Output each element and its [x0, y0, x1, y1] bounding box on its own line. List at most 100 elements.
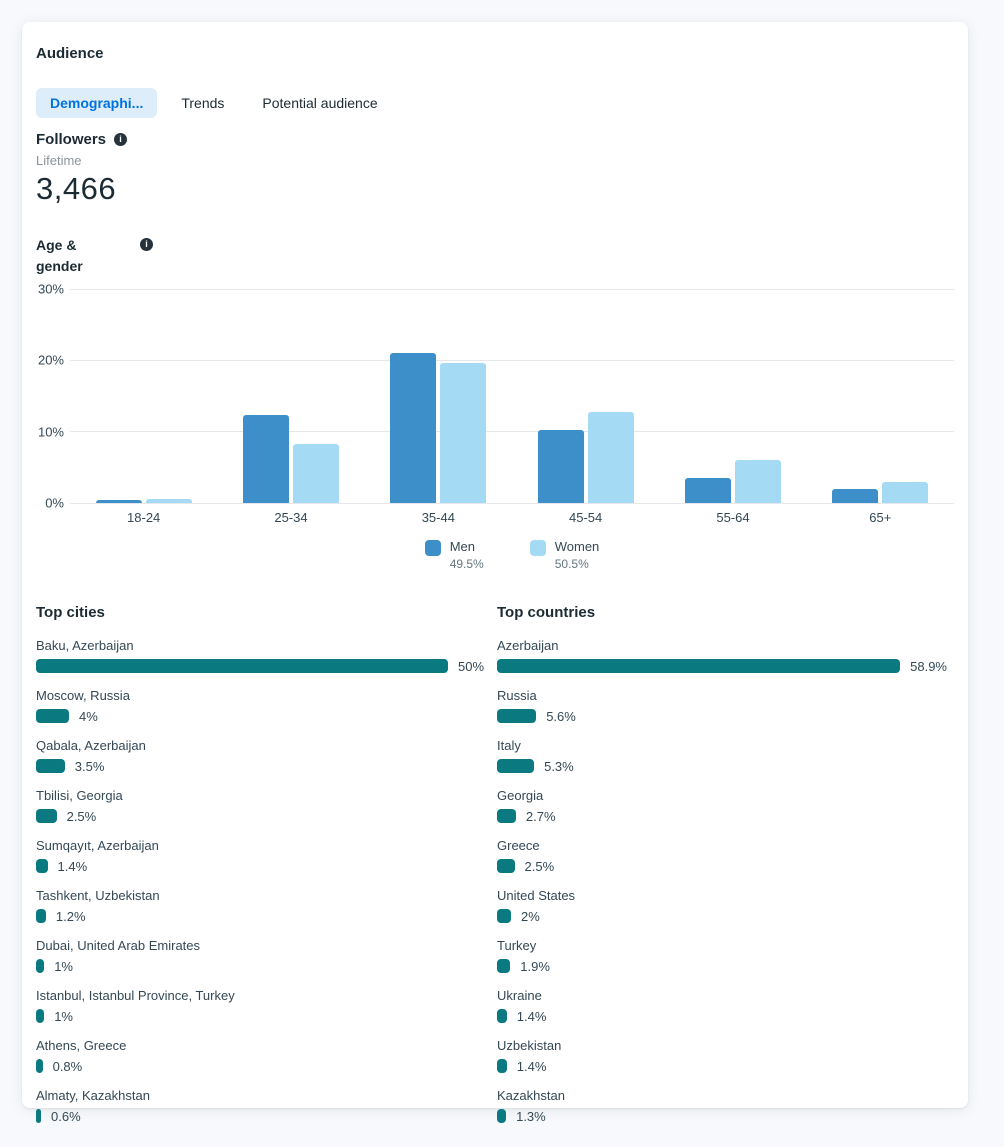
- city-bar-row: 0.8%: [36, 1058, 486, 1074]
- legend-text: Women 50.5%: [555, 539, 600, 571]
- city-bar-row: 0.6%: [36, 1109, 486, 1124]
- city-row: Tashkent, Uzbekistan 1.2%: [36, 888, 486, 924]
- country-row: United States 2%: [497, 888, 947, 924]
- city-label: Istanbul, Istanbul Province, Turkey: [36, 988, 235, 1003]
- legend-text: Men 49.5%: [450, 539, 484, 571]
- country-label: United States: [497, 888, 576, 903]
- top-countries-title: Top countries: [497, 604, 596, 621]
- page-title: Audience: [36, 45, 104, 62]
- tab-trends[interactable]: Trends: [181, 95, 225, 111]
- x-axis: 18-24 25-34 35-44 45-54 55-64 65+: [70, 510, 954, 525]
- country-value: 2%: [521, 908, 540, 924]
- info-icon[interactable]: i: [114, 133, 128, 146]
- country-bar: [497, 859, 515, 873]
- x-tick-label-65+: 65+: [869, 510, 892, 525]
- info-icon[interactable]: i: [140, 238, 153, 251]
- age-gender-section: Age & gender i 30% 20% 10% 0% 18-24 25-34 35-…: [36, 235, 954, 571]
- city-bar-row: 3.5%: [36, 759, 486, 774]
- city-bar-row: 4%: [36, 709, 486, 724]
- country-row: Greece 2.5%: [497, 838, 947, 874]
- bar-men-45-54[interactable]: [537, 430, 584, 503]
- city-value: 1%: [54, 958, 73, 974]
- bar-women-18-24[interactable]: [145, 499, 192, 503]
- country-bar: [497, 759, 535, 773]
- bar-men-55-64[interactable]: [684, 478, 731, 503]
- legend-item-men[interactable]: Men 49.5%: [424, 539, 484, 571]
- age-gender-title: Age & gender: [36, 237, 83, 274]
- country-label: Russia: [497, 688, 537, 703]
- country-row: Uzbekistan 1.4%: [497, 1038, 947, 1074]
- city-row: Sumqayıt, Azerbaijan 1.4%: [36, 838, 486, 874]
- country-bar-row: 5.6%: [497, 709, 947, 724]
- tab-potential-audience[interactable]: Potential audience: [262, 95, 378, 111]
- city-value: 1%: [54, 1008, 73, 1024]
- country-bar-row: 1.4%: [497, 1058, 947, 1074]
- bar-women-65+[interactable]: [882, 481, 929, 503]
- age-gender-chart: 30% 20% 10% 0%: [36, 282, 954, 511]
- country-label: Kazakhstan: [497, 1088, 565, 1103]
- country-bar: [497, 1059, 507, 1073]
- y-tick-label: 10%: [37, 424, 64, 440]
- chart-legend: Men 49.5% Women 50.5%: [70, 539, 954, 571]
- country-bar: [497, 659, 901, 673]
- country-bar: [497, 1109, 507, 1123]
- legend-item-women[interactable]: Women 50.5%: [529, 539, 600, 571]
- gridline: [70, 502, 954, 504]
- city-row: Tbilisi, Georgia 2.5%: [36, 788, 486, 824]
- country-label: Turkey: [497, 938, 537, 953]
- legend-value: 49.5%: [449, 557, 484, 571]
- country-label: Italy: [497, 738, 521, 753]
- y-axis: 30% 20% 10% 0%: [36, 282, 70, 511]
- women-legend-swatch: [529, 540, 546, 556]
- country-row: Russia 5.6%: [497, 688, 947, 724]
- city-row: Athens, Greece 0.8%: [36, 1038, 486, 1074]
- city-bar: [36, 1109, 41, 1123]
- city-row: Dubai, United Arab Emirates 1%: [36, 938, 486, 974]
- bar-men-65+[interactable]: [832, 489, 879, 503]
- city-bar: [36, 1059, 43, 1073]
- city-bar-row: 50%: [36, 659, 486, 674]
- bar-group-25-34: [217, 289, 364, 503]
- country-value: 1.4%: [516, 1008, 547, 1024]
- city-bar: [36, 959, 45, 973]
- bar-women-55-64[interactable]: [734, 460, 781, 503]
- top-cities-section: Top cities Baku, Azerbaijan 50% Moscow, Ru…: [36, 604, 486, 1138]
- bar-women-45-54[interactable]: [587, 411, 634, 503]
- bar-group-18-24: [70, 289, 217, 503]
- city-label: Baku, Azerbaijan: [36, 638, 134, 653]
- city-value: 0.8%: [52, 1058, 83, 1074]
- city-label: Qabala, Azerbaijan: [36, 738, 146, 753]
- legend-value: 50.5%: [554, 557, 589, 571]
- tab-demographi[interactable]: Demographi...: [36, 88, 158, 118]
- city-label: Tbilisi, Georgia: [36, 788, 123, 803]
- bar-men-18-24[interactable]: [95, 500, 142, 503]
- country-bar-row: 2.5%: [497, 859, 947, 874]
- y-tick-label: 20%: [37, 352, 64, 368]
- country-row: Azerbaijan 58.9%: [497, 638, 947, 674]
- city-bar-row: 1.2%: [36, 908, 486, 924]
- city-value: 2.5%: [66, 808, 97, 824]
- audience-tabs: Demographi... Trends Potential audience: [36, 88, 954, 118]
- city-bar-row: 1%: [36, 1008, 486, 1024]
- x-tick-label-18-24: 18-24: [127, 510, 161, 525]
- bar-women-35-44[interactable]: [440, 363, 487, 503]
- country-bar: [497, 709, 537, 723]
- followers-section: Followers i Lifetime 3,466: [36, 131, 954, 207]
- bar-women-25-34[interactable]: [292, 443, 339, 503]
- country-value: 2.7%: [525, 808, 556, 824]
- city-label: Tashkent, Uzbekistan: [36, 888, 160, 903]
- bar-men-35-44[interactable]: [390, 353, 437, 503]
- x-tick-label-35-44: 35-44: [421, 510, 455, 525]
- country-value: 1.4%: [516, 1058, 547, 1074]
- city-bar: [36, 909, 46, 923]
- legend-name: Men: [449, 539, 475, 554]
- top-cities-title: Top cities: [36, 604, 105, 621]
- city-value: 1.2%: [55, 908, 86, 924]
- country-bar-row: 1.3%: [497, 1109, 947, 1124]
- city-bar: [36, 759, 65, 773]
- y-tick-label: 0%: [45, 495, 64, 511]
- country-bar: [497, 909, 511, 923]
- bar-men-25-34[interactable]: [242, 414, 289, 503]
- country-label: Azerbaijan: [497, 638, 559, 653]
- city-bar-row: 2.5%: [36, 808, 486, 824]
